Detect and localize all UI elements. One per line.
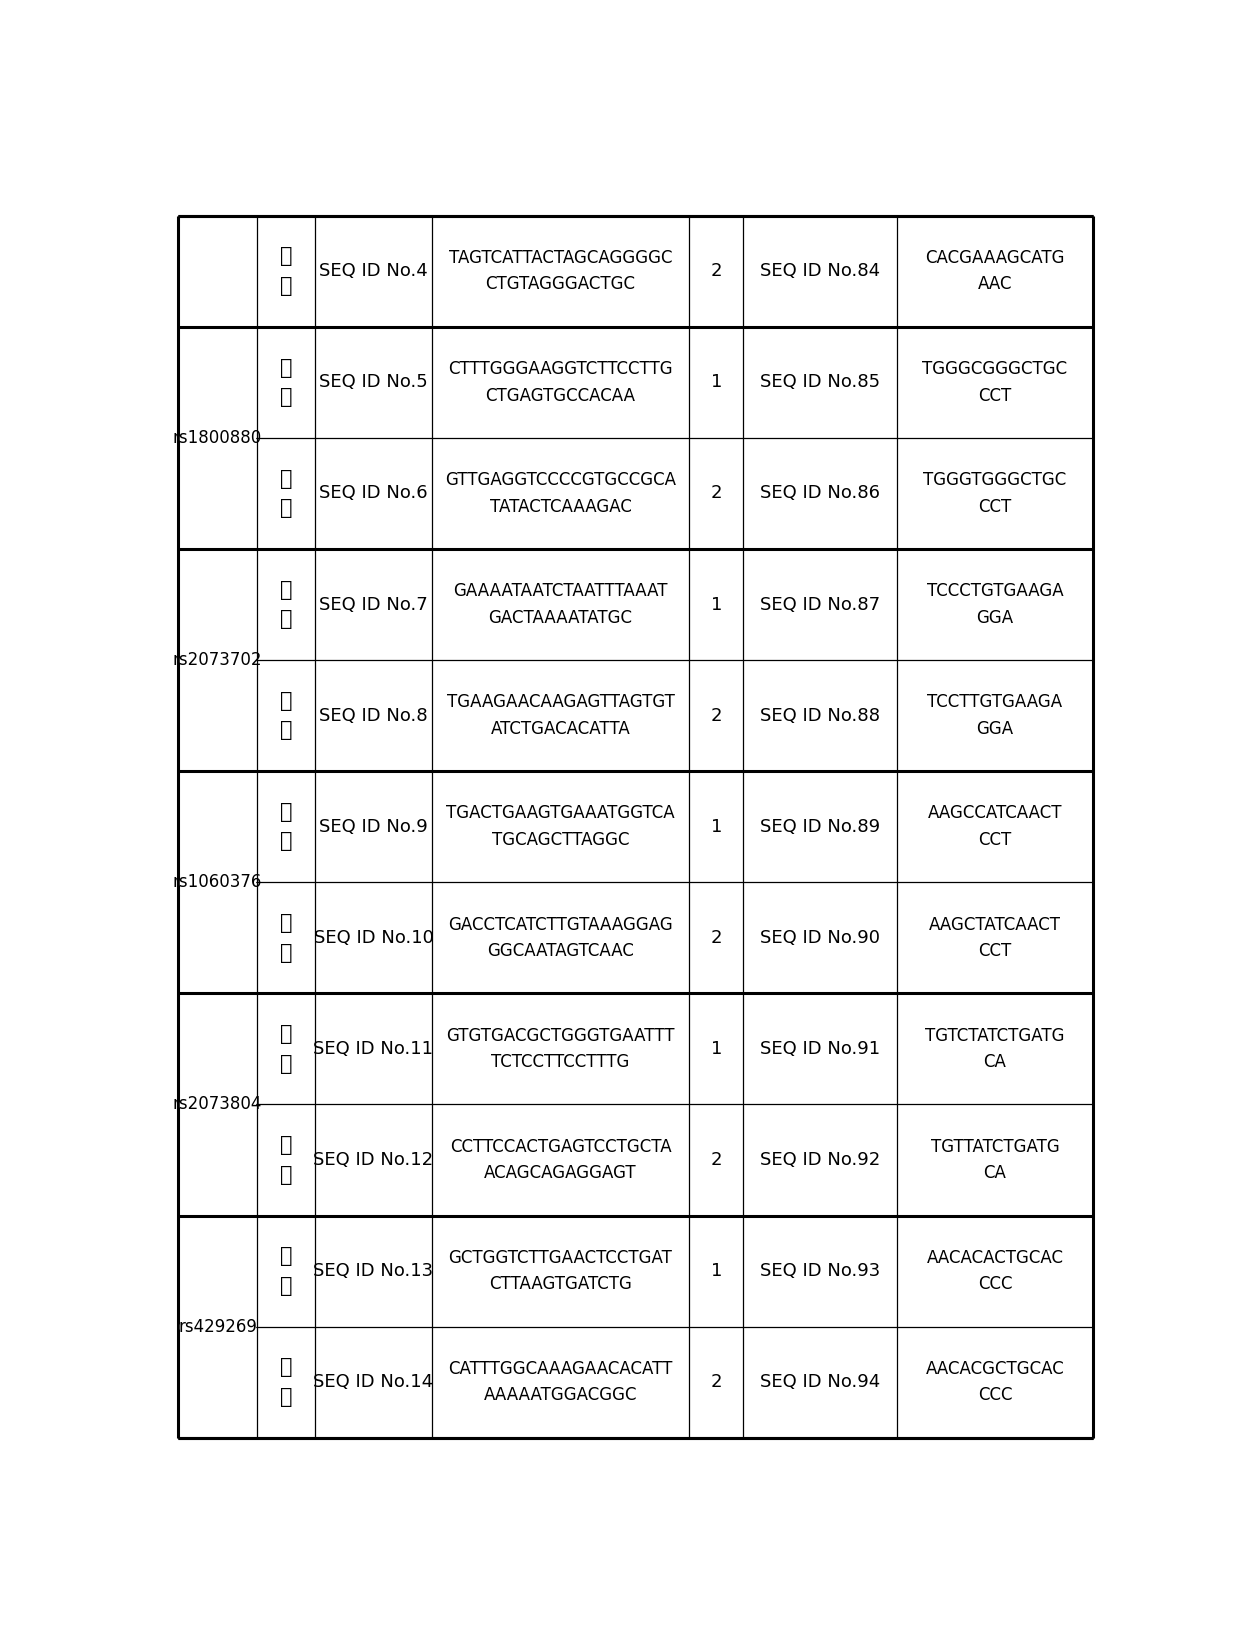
Text: SEQ ID No.88: SEQ ID No.88 bbox=[760, 707, 880, 725]
Text: CATTTGGCAAAGAACACATT
AAAAATGGACGGC: CATTTGGCAAAGAACACATT AAAAATGGACGGC bbox=[449, 1360, 672, 1405]
Text: 1: 1 bbox=[711, 373, 722, 391]
Bar bbox=[180, 658, 255, 663]
Text: TGTTATCTGATG
CA: TGTTATCTGATG CA bbox=[930, 1138, 1059, 1182]
Text: SEQ ID No.93: SEQ ID No.93 bbox=[760, 1262, 880, 1280]
Bar bbox=[180, 1324, 255, 1329]
Text: SEQ ID No.9: SEQ ID No.9 bbox=[319, 818, 428, 835]
Text: GACCTCATCTTGTAAAGGAG
GGCAATAGTCAAC: GACCTCATCTTGTAAAGGAG GGCAATAGTCAAC bbox=[448, 915, 673, 959]
Text: SEQ ID No.5: SEQ ID No.5 bbox=[319, 373, 428, 391]
Text: CACGAAAGCATG
AAC: CACGAAAGCATG AAC bbox=[925, 249, 1065, 293]
Text: SEQ ID No.14: SEQ ID No.14 bbox=[314, 1373, 434, 1391]
Text: SEQ ID No.90: SEQ ID No.90 bbox=[760, 928, 880, 946]
Bar bbox=[180, 1102, 255, 1107]
Text: SEQ ID No.89: SEQ ID No.89 bbox=[760, 818, 880, 835]
Text: 下
游: 下 游 bbox=[280, 247, 293, 296]
Text: TGGGTGGGCTGC
CCT: TGGGTGGGCTGC CCT bbox=[924, 471, 1066, 516]
Text: rs429269: rs429269 bbox=[179, 1318, 257, 1336]
Text: SEQ ID No.91: SEQ ID No.91 bbox=[760, 1039, 880, 1058]
Text: rs1800880: rs1800880 bbox=[172, 429, 262, 447]
Text: AAGCTATCAACT
CCT: AAGCTATCAACT CCT bbox=[929, 915, 1061, 959]
Text: 1: 1 bbox=[711, 1039, 722, 1058]
Text: 下
游: 下 游 bbox=[280, 1134, 293, 1185]
Text: 下
游: 下 游 bbox=[280, 1357, 293, 1406]
Text: 1: 1 bbox=[711, 596, 722, 614]
Text: SEQ ID No.87: SEQ ID No.87 bbox=[760, 596, 880, 614]
Text: SEQ ID No.6: SEQ ID No.6 bbox=[319, 485, 428, 503]
Text: AAGCCATCAACT
CCT: AAGCCATCAACT CCT bbox=[928, 804, 1063, 850]
Text: 2: 2 bbox=[711, 485, 722, 503]
Text: AACACACTGCAC
CCC: AACACACTGCAC CCC bbox=[926, 1249, 1064, 1293]
Text: TCCCTGTGAAGA
GGA: TCCCTGTGAAGA GGA bbox=[926, 583, 1063, 627]
Text: 下
游: 下 游 bbox=[280, 913, 293, 963]
Text: SEQ ID No.94: SEQ ID No.94 bbox=[760, 1373, 880, 1391]
Text: 下
游: 下 游 bbox=[280, 468, 293, 519]
Text: GTTGAGGTCCCCGTGCCGCA
TATACTCAAAGAC: GTTGAGGTCCCCGTGCCGCA TATACTCAAAGAC bbox=[445, 471, 676, 516]
Text: SEQ ID No.4: SEQ ID No.4 bbox=[319, 262, 428, 280]
Text: SEQ ID No.84: SEQ ID No.84 bbox=[760, 262, 880, 280]
Text: 上
游: 上 游 bbox=[280, 579, 293, 629]
Text: SEQ ID No.7: SEQ ID No.7 bbox=[319, 596, 428, 614]
Text: SEQ ID No.13: SEQ ID No.13 bbox=[314, 1262, 434, 1280]
Text: rs2073804: rs2073804 bbox=[172, 1095, 263, 1113]
Text: 1: 1 bbox=[711, 1262, 722, 1280]
Text: SEQ ID No.92: SEQ ID No.92 bbox=[760, 1151, 880, 1169]
Text: 2: 2 bbox=[711, 1151, 722, 1169]
Text: 2: 2 bbox=[711, 707, 722, 725]
Text: 2: 2 bbox=[711, 928, 722, 946]
Text: CCTTCCACTGAGTCCTGCTA
ACAGCAGAGGAGT: CCTTCCACTGAGTCCTGCTA ACAGCAGAGGAGT bbox=[450, 1138, 671, 1182]
Text: SEQ ID No.10: SEQ ID No.10 bbox=[314, 928, 434, 946]
Text: SEQ ID No.11: SEQ ID No.11 bbox=[314, 1039, 434, 1058]
Text: SEQ ID No.86: SEQ ID No.86 bbox=[760, 485, 880, 503]
Text: GTGTGACGCTGGGTGAATTT
TCTCCTTCCTTTG: GTGTGACGCTGGGTGAATTT TCTCCTTCCTTTG bbox=[446, 1026, 675, 1071]
Bar bbox=[180, 881, 255, 884]
Text: GAAAATAATCTAATTTAAAT
GACTAAAATATGC: GAAAATAATCTAATTTAAAT GACTAAAATATGC bbox=[454, 583, 668, 627]
Text: TGTCTATCTGATG
CA: TGTCTATCTGATG CA bbox=[925, 1026, 1065, 1071]
Text: 上
游: 上 游 bbox=[280, 1025, 293, 1074]
Text: TGACTGAAGTGAAATGGTCA
TGCAGCTTAGGC: TGACTGAAGTGAAATGGTCA TGCAGCTTAGGC bbox=[446, 804, 675, 850]
Text: 上
游: 上 游 bbox=[280, 357, 293, 408]
Text: 2: 2 bbox=[711, 262, 722, 280]
Text: 2: 2 bbox=[711, 1373, 722, 1391]
Text: 1: 1 bbox=[711, 818, 722, 835]
Text: TGAAGAACAAGAGTTAGTGT
ATCTGACACATTA: TGAAGAACAAGAGTTAGTGT ATCTGACACATTA bbox=[446, 694, 675, 738]
Text: SEQ ID No.85: SEQ ID No.85 bbox=[760, 373, 880, 391]
Text: 上
游: 上 游 bbox=[280, 1246, 293, 1297]
Bar bbox=[180, 435, 255, 440]
Text: 下
游: 下 游 bbox=[280, 691, 293, 740]
Text: TAGTCATTACTAGCAGGGGC
CTGTAGGGACTGC: TAGTCATTACTAGCAGGGGC CTGTAGGGACTGC bbox=[449, 249, 672, 293]
Text: SEQ ID No.12: SEQ ID No.12 bbox=[314, 1151, 434, 1169]
Text: 上
游: 上 游 bbox=[280, 802, 293, 851]
Text: CTTTGGGAAGGTCTTCCTTG
CTGAGTGCCACAA: CTTTGGGAAGGTCTTCCTTG CTGAGTGCCACAA bbox=[448, 360, 673, 404]
Text: SEQ ID No.8: SEQ ID No.8 bbox=[319, 707, 428, 725]
Text: GCTGGTCTTGAACTCCTGAT
CTTAAGTGATCTG: GCTGGTCTTGAACTCCTGAT CTTAAGTGATCTG bbox=[449, 1249, 672, 1293]
Text: TGGGCGGGCTGC
CCT: TGGGCGGGCTGC CCT bbox=[923, 360, 1068, 404]
Text: rs1060376: rs1060376 bbox=[172, 873, 263, 891]
Text: TCCTTGTGAAGA
GGA: TCCTTGTGAAGA GGA bbox=[928, 694, 1063, 738]
Text: AACACGCTGCAC
CCC: AACACGCTGCAC CCC bbox=[925, 1360, 1064, 1405]
Text: rs2073702: rs2073702 bbox=[172, 652, 263, 670]
